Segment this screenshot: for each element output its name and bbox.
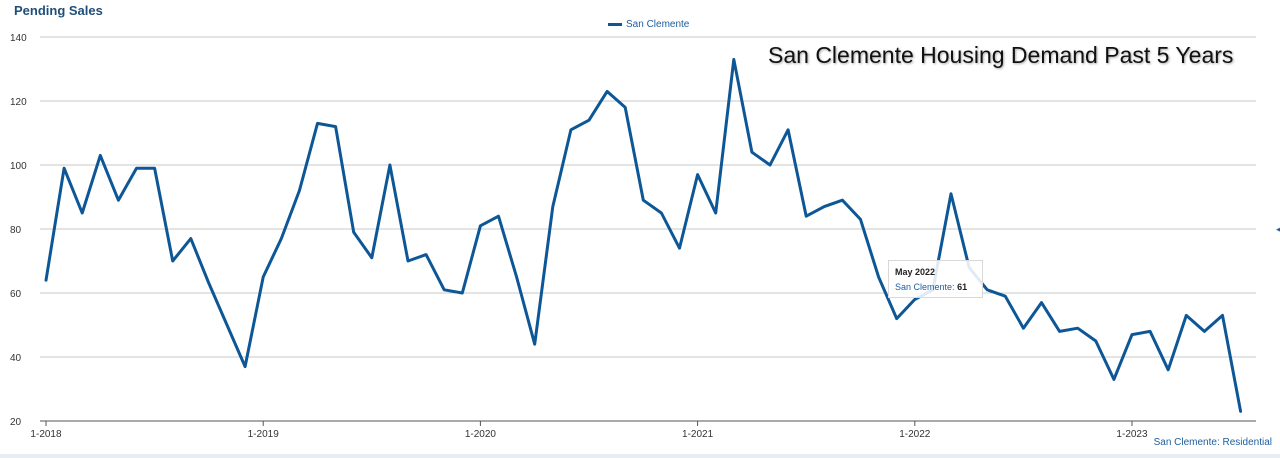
data-point[interactable] bbox=[821, 204, 827, 210]
bottom-scroll-strip bbox=[0, 454, 1280, 458]
scroll-edge-marker: ◂ bbox=[1276, 224, 1280, 234]
data-point[interactable] bbox=[1201, 328, 1207, 334]
tooltip-series-label: San Clemente bbox=[895, 282, 953, 292]
data-point[interactable] bbox=[586, 117, 592, 123]
data-point[interactable] bbox=[1002, 293, 1008, 299]
data-point[interactable] bbox=[43, 277, 49, 283]
data-point[interactable] bbox=[296, 188, 302, 194]
data-point[interactable] bbox=[1057, 328, 1063, 334]
y-axis-title: Pending Sales bbox=[14, 3, 103, 18]
data-point[interactable] bbox=[1165, 367, 1171, 373]
data-point[interactable] bbox=[242, 364, 248, 370]
data-point[interactable] bbox=[188, 236, 194, 242]
data-point[interactable] bbox=[839, 197, 845, 203]
data-point[interactable] bbox=[79, 210, 85, 216]
data-point[interactable] bbox=[695, 172, 701, 178]
data-point[interactable] bbox=[405, 258, 411, 264]
tooltip-title: May 2022 bbox=[895, 267, 936, 277]
data-point[interactable] bbox=[1020, 325, 1026, 331]
data-point[interactable] bbox=[278, 236, 284, 242]
data-point[interactable] bbox=[532, 341, 538, 347]
data-point[interactable] bbox=[260, 274, 266, 280]
data-point[interactable] bbox=[984, 287, 990, 293]
data-point[interactable] bbox=[333, 124, 339, 130]
data-point[interactable] bbox=[315, 120, 321, 126]
data-point[interactable] bbox=[61, 165, 67, 171]
data-point[interactable] bbox=[477, 223, 483, 229]
data-point[interactable] bbox=[785, 127, 791, 133]
y-tick-label: 140 bbox=[10, 33, 27, 44]
y-tick-label: 120 bbox=[10, 97, 27, 108]
data-point[interactable] bbox=[152, 165, 158, 171]
data-point[interactable] bbox=[496, 213, 502, 219]
data-point[interactable] bbox=[351, 229, 357, 235]
data-point[interactable] bbox=[441, 287, 447, 293]
legend-swatch bbox=[608, 23, 622, 26]
x-tick-label: 1-2019 bbox=[248, 429, 280, 440]
data-point[interactable] bbox=[1075, 325, 1081, 331]
data-point[interactable] bbox=[423, 252, 429, 258]
x-tick-label: 1-2018 bbox=[30, 429, 62, 440]
x-tick-label: 1-2020 bbox=[465, 429, 497, 440]
data-point[interactable] bbox=[1039, 300, 1045, 306]
data-point[interactable] bbox=[459, 290, 465, 296]
data-point[interactable] bbox=[387, 162, 393, 168]
y-tick-label: 100 bbox=[10, 161, 27, 172]
y-tick-label: 80 bbox=[10, 225, 22, 236]
y-tick-label: 60 bbox=[10, 289, 22, 300]
legend-label[interactable]: San Clemente bbox=[626, 19, 690, 30]
data-point[interactable] bbox=[658, 210, 664, 216]
x-tick-label: 1-2021 bbox=[682, 429, 714, 440]
y-tick-label: 20 bbox=[10, 417, 22, 428]
legend[interactable]: San Clemente bbox=[608, 19, 689, 30]
data-point[interactable] bbox=[767, 162, 773, 168]
data-point[interactable] bbox=[677, 245, 683, 251]
data-point[interactable] bbox=[894, 316, 900, 322]
series-line-san-clemente[interactable] bbox=[44, 57, 1243, 413]
data-point[interactable] bbox=[749, 149, 755, 155]
data-point[interactable] bbox=[1183, 312, 1189, 318]
data-point[interactable] bbox=[1220, 312, 1226, 318]
data-point[interactable] bbox=[1147, 328, 1153, 334]
data-point[interactable] bbox=[948, 191, 954, 197]
data-point[interactable] bbox=[1238, 408, 1244, 414]
data-point[interactable] bbox=[876, 274, 882, 280]
data-point[interactable] bbox=[115, 197, 121, 203]
tooltip-line: San Clemente: 61 bbox=[895, 282, 968, 292]
data-point[interactable] bbox=[97, 152, 103, 158]
data-point[interactable] bbox=[858, 216, 864, 222]
x-tick-label: 1-2022 bbox=[899, 429, 931, 440]
data-point[interactable] bbox=[622, 104, 628, 110]
data-point[interactable] bbox=[1093, 338, 1099, 344]
data-point[interactable] bbox=[514, 274, 520, 280]
x-tick-label: 1-2023 bbox=[1116, 429, 1148, 440]
data-point[interactable] bbox=[803, 213, 809, 219]
data-point[interactable] bbox=[604, 88, 610, 94]
y-tick-label: 40 bbox=[10, 353, 22, 364]
data-point[interactable] bbox=[206, 280, 212, 286]
data-point[interactable] bbox=[224, 322, 230, 328]
data-point[interactable] bbox=[568, 127, 574, 133]
data-point[interactable] bbox=[369, 255, 375, 261]
data-point[interactable] bbox=[1129, 332, 1135, 338]
tooltip: May 2022 San Clemente: 61 bbox=[888, 260, 983, 298]
data-point[interactable] bbox=[713, 210, 719, 216]
chart-credit: San Clemente: Residential bbox=[1153, 437, 1272, 448]
tooltip-value: 61 bbox=[957, 282, 968, 292]
chart-annotation-title: San Clemente Housing Demand Past 5 Years bbox=[768, 42, 1234, 68]
data-point[interactable] bbox=[134, 165, 140, 171]
data-point[interactable] bbox=[640, 197, 646, 203]
data-point[interactable] bbox=[1111, 376, 1117, 382]
data-point[interactable] bbox=[170, 258, 176, 264]
data-point[interactable] bbox=[550, 204, 556, 210]
data-point[interactable] bbox=[731, 56, 737, 62]
